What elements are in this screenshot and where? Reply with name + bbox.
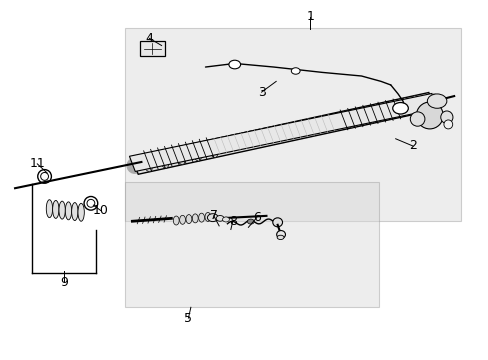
Ellipse shape — [38, 170, 51, 183]
Ellipse shape — [411, 96, 422, 113]
Polygon shape — [125, 28, 461, 221]
Ellipse shape — [179, 215, 185, 224]
Ellipse shape — [427, 94, 446, 108]
Ellipse shape — [440, 111, 452, 123]
Ellipse shape — [190, 144, 201, 161]
Ellipse shape — [276, 230, 285, 238]
Circle shape — [207, 214, 218, 222]
Ellipse shape — [343, 111, 354, 128]
Circle shape — [291, 68, 300, 74]
Ellipse shape — [198, 213, 204, 222]
Ellipse shape — [415, 102, 442, 129]
Text: 1: 1 — [306, 10, 314, 23]
Ellipse shape — [443, 120, 452, 129]
Ellipse shape — [157, 151, 168, 168]
Ellipse shape — [185, 215, 191, 224]
Ellipse shape — [363, 106, 373, 123]
Ellipse shape — [372, 104, 383, 121]
Text: 10: 10 — [93, 204, 108, 217]
Text: 4: 4 — [145, 32, 153, 45]
Circle shape — [216, 216, 224, 221]
Circle shape — [247, 219, 254, 224]
Text: 2: 2 — [408, 139, 416, 152]
Ellipse shape — [59, 201, 65, 219]
Text: 7: 7 — [209, 210, 217, 222]
Ellipse shape — [65, 202, 72, 220]
Ellipse shape — [409, 112, 424, 126]
Ellipse shape — [41, 172, 48, 180]
Ellipse shape — [382, 102, 393, 119]
Polygon shape — [131, 93, 435, 174]
Ellipse shape — [141, 154, 152, 172]
Ellipse shape — [272, 218, 282, 227]
Text: 3: 3 — [257, 86, 265, 99]
Circle shape — [228, 60, 240, 69]
Text: 5: 5 — [184, 311, 192, 325]
Circle shape — [392, 103, 407, 114]
Text: 8: 8 — [228, 215, 236, 228]
Ellipse shape — [78, 203, 84, 221]
Ellipse shape — [402, 98, 412, 115]
Text: 9: 9 — [60, 276, 68, 289]
Polygon shape — [129, 94, 437, 171]
Ellipse shape — [353, 108, 364, 126]
Ellipse shape — [277, 235, 284, 239]
Ellipse shape — [204, 212, 210, 221]
Ellipse shape — [192, 214, 198, 223]
Ellipse shape — [87, 199, 95, 207]
Ellipse shape — [173, 216, 179, 225]
Ellipse shape — [206, 140, 217, 158]
Polygon shape — [125, 182, 378, 307]
Text: 6: 6 — [252, 211, 260, 224]
Ellipse shape — [174, 147, 184, 165]
Circle shape — [222, 217, 229, 222]
Ellipse shape — [53, 201, 59, 219]
Ellipse shape — [84, 197, 98, 210]
Ellipse shape — [72, 203, 78, 221]
Ellipse shape — [46, 200, 53, 218]
Text: 11: 11 — [29, 157, 45, 170]
Ellipse shape — [392, 100, 403, 117]
Bar — [140, 41, 164, 56]
